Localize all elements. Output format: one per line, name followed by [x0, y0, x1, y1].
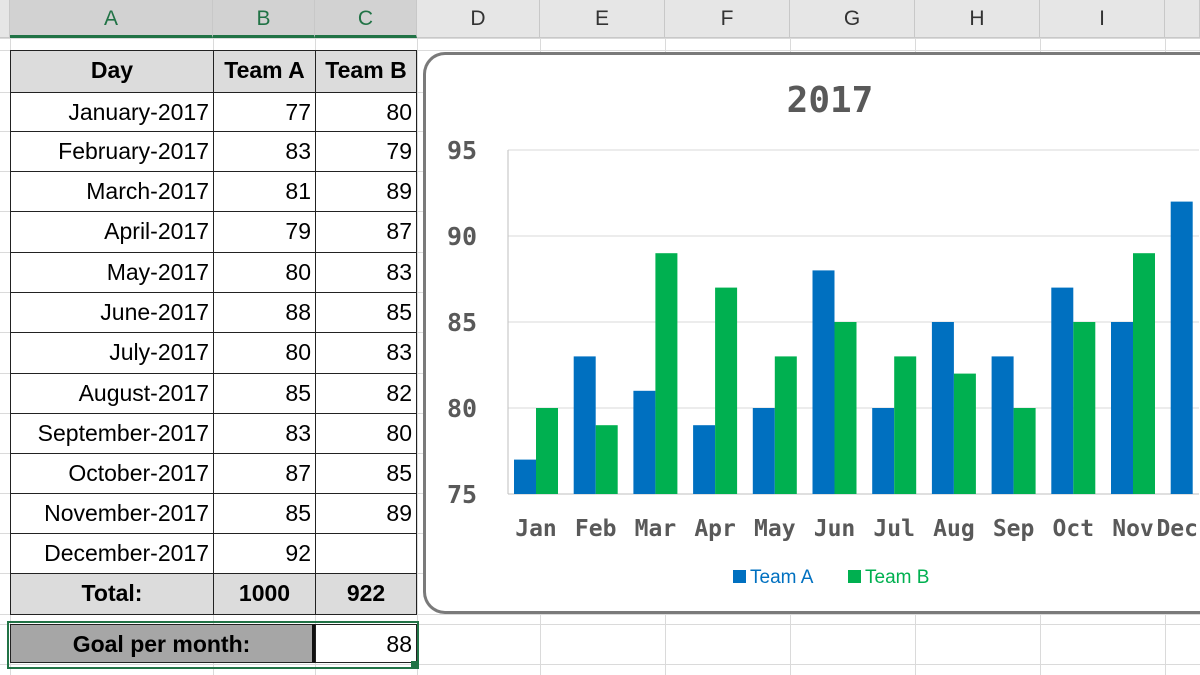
total-team-a[interactable]: 1000	[213, 573, 316, 615]
table-header-2[interactable]: Team B	[315, 50, 417, 93]
bar-team-a[interactable]	[812, 270, 835, 494]
bar-team-b[interactable]	[953, 373, 976, 494]
column-header-f[interactable]: F	[665, 0, 790, 38]
bar-team-a[interactable]	[693, 425, 716, 494]
row-gridline	[0, 664, 1200, 665]
table-cell[interactable]: May-2017	[10, 252, 214, 293]
table-header-0[interactable]: Day	[10, 50, 214, 93]
column-header-a[interactable]: A	[10, 0, 213, 38]
table-cell[interactable]: 89	[315, 171, 417, 212]
bar-team-b[interactable]	[774, 356, 797, 494]
bar-team-a[interactable]	[573, 356, 596, 494]
column-header-b[interactable]: B	[213, 0, 315, 38]
table-cell[interactable]: 87	[315, 211, 417, 253]
table-cell[interactable]: 80	[315, 413, 417, 454]
x-tick-label: Feb	[575, 516, 617, 542]
row-gridline	[0, 624, 1200, 625]
y-tick-label: 85	[447, 308, 477, 337]
column-gridline	[417, 38, 418, 675]
bar-team-a[interactable]	[1051, 287, 1074, 494]
bar-team-b[interactable]	[536, 408, 558, 494]
bar-team-b[interactable]	[894, 356, 917, 494]
y-tick-label: 95	[447, 136, 477, 165]
bar-team-a[interactable]	[1111, 322, 1133, 494]
column-header-e[interactable]: E	[540, 0, 665, 38]
bar-team-a[interactable]	[1170, 201, 1193, 494]
bar-team-a[interactable]	[633, 390, 656, 494]
x-tick-label: Sep	[993, 516, 1035, 542]
goal-value[interactable]: 88	[315, 624, 417, 663]
x-tick-label: Jul	[873, 516, 915, 542]
bar-team-b[interactable]	[1133, 253, 1155, 494]
legend-swatch	[733, 570, 746, 583]
bar-team-b[interactable]	[715, 287, 738, 494]
y-tick-label: 75	[447, 480, 477, 509]
table-cell[interactable]: 80	[213, 252, 316, 293]
row-gridline	[0, 38, 1200, 39]
bar-team-a[interactable]	[872, 408, 895, 494]
table-cell[interactable]: 85	[315, 292, 417, 333]
total-label[interactable]: Total:	[10, 573, 214, 615]
x-tick-label: Nov	[1112, 516, 1154, 542]
x-tick-label: May	[754, 516, 796, 542]
row-header-corner[interactable]	[0, 0, 10, 38]
bar-team-b[interactable]	[595, 425, 618, 494]
total-team-b[interactable]: 922	[315, 573, 417, 615]
chart-title: 2017	[787, 80, 874, 121]
column-header-c[interactable]: C	[315, 0, 417, 38]
x-tick-label: Aug	[933, 516, 975, 542]
column-header-g[interactable]: G	[790, 0, 915, 38]
column-header-d[interactable]: D	[417, 0, 540, 38]
column-header-h[interactable]: H	[915, 0, 1040, 38]
table-cell[interactable]: December-2017	[10, 533, 214, 574]
x-tick-label: Jun	[814, 516, 856, 542]
x-tick-label: Mar	[635, 516, 677, 542]
x-tick-label: Oct	[1053, 516, 1095, 542]
bar-team-a[interactable]	[752, 408, 775, 494]
legend-label: Team A	[750, 567, 814, 588]
fill-handle[interactable]	[411, 661, 418, 668]
bar-team-b[interactable]	[655, 253, 678, 494]
legend-label: Team B	[865, 567, 929, 588]
bar-team-a[interactable]	[931, 322, 954, 494]
bar-team-b[interactable]	[1013, 408, 1036, 494]
x-tick-label: Apr	[694, 516, 736, 542]
y-tick-label: 90	[447, 222, 477, 251]
row-gridline	[0, 50, 1200, 51]
row-gridline	[0, 614, 1200, 615]
bar-team-a[interactable]	[991, 356, 1014, 494]
legend-swatch	[848, 570, 861, 583]
table-header-1[interactable]: Team A	[213, 50, 316, 93]
y-tick-label: 80	[447, 394, 477, 423]
x-tick-label: Jan	[515, 516, 557, 542]
bar-team-b[interactable]	[1073, 322, 1096, 494]
x-tick-label: Dec	[1156, 516, 1198, 542]
goal-label[interactable]: Goal per month:	[10, 624, 316, 663]
table-cell[interactable]: October-2017	[10, 453, 214, 494]
bar-team-a[interactable]	[514, 459, 536, 494]
table-cell[interactable]: 79	[315, 131, 417, 172]
bar-team-b[interactable]	[834, 322, 857, 494]
column-header-i[interactable]: I	[1040, 0, 1165, 38]
